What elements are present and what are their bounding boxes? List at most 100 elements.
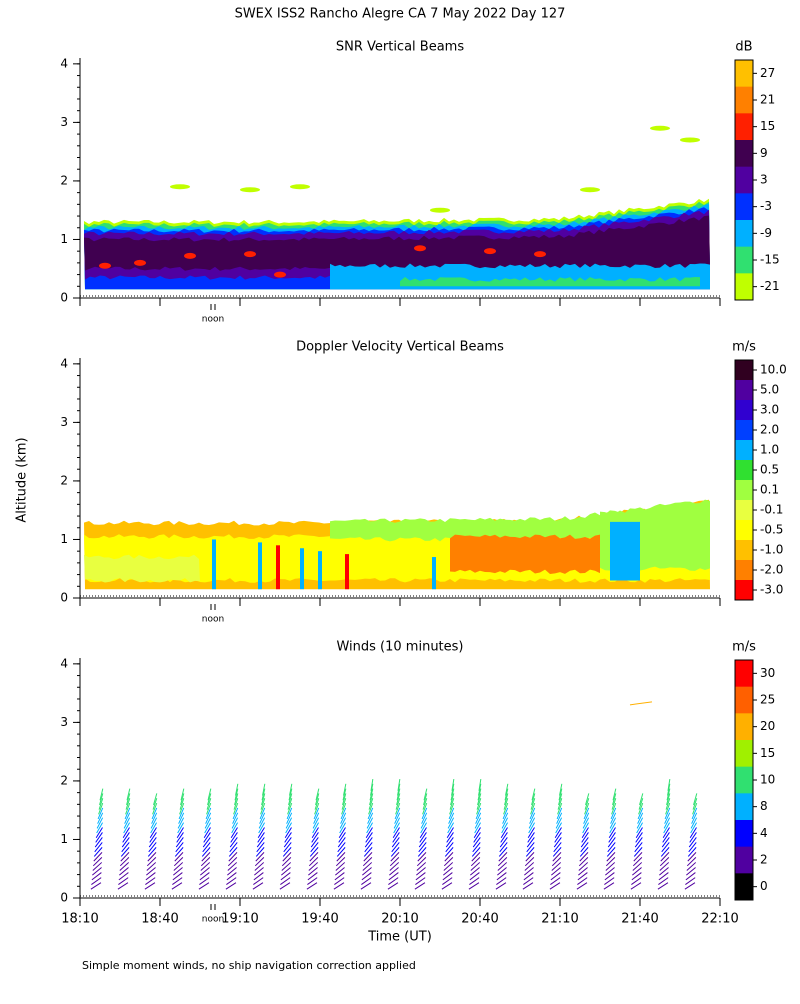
colorbar-label: -0.5 — [760, 523, 783, 537]
wind-barb — [284, 827, 292, 838]
wind-barb — [684, 882, 696, 890]
wind-barb — [396, 793, 401, 806]
wind-barb — [343, 783, 347, 796]
wind-barb — [559, 783, 563, 796]
wind-barb — [280, 872, 291, 881]
wind-barb — [691, 812, 698, 824]
wind-barb — [659, 857, 670, 867]
colorbar-label: 15 — [760, 746, 775, 760]
wind-barb — [605, 857, 616, 867]
colorbar-segment — [735, 846, 753, 874]
wind-barb — [443, 862, 454, 871]
wind-barb — [505, 783, 509, 796]
wind-barb — [176, 827, 184, 838]
wind-barb — [336, 852, 346, 862]
x-axis-label: Time (UT) — [367, 930, 432, 945]
y-tick-label: 3 — [60, 415, 68, 429]
wind-barb — [365, 832, 373, 843]
wind-barb — [119, 862, 130, 871]
wind-barb — [199, 877, 210, 885]
wind-barb — [525, 852, 535, 862]
wind-barb — [98, 798, 104, 810]
wind-barb — [605, 867, 615, 876]
wind-barb — [126, 788, 131, 801]
colorbar-segment — [735, 560, 753, 581]
wind-barb — [120, 852, 130, 862]
colorbar-label: 2.0 — [760, 423, 779, 437]
wind-barb — [633, 847, 643, 857]
wind-barb — [119, 857, 130, 867]
wind-barb — [448, 807, 455, 820]
wind-barb — [576, 882, 588, 890]
colorbar-label: -3.0 — [760, 583, 783, 597]
wind-barb — [314, 802, 320, 815]
wind-barb — [92, 857, 103, 867]
wind-barb — [579, 852, 589, 862]
wind-barb — [634, 837, 643, 848]
wind-barb — [363, 852, 373, 862]
wind-barb — [531, 788, 536, 801]
wind-barb — [504, 793, 509, 806]
wind-barb — [474, 822, 482, 834]
colorbar-segment — [735, 193, 753, 221]
wind-barb — [202, 842, 211, 853]
wind-barb — [365, 827, 373, 838]
wind-barb — [389, 862, 400, 871]
wind-barb — [147, 847, 157, 857]
wind-barb — [123, 817, 131, 829]
wind-barb — [526, 837, 535, 848]
wind-barb — [175, 837, 184, 848]
wind-barb — [685, 872, 696, 881]
wind-barb — [422, 802, 428, 815]
wind-barb — [665, 802, 671, 815]
wind-barb — [173, 857, 184, 867]
wind-barb — [279, 882, 291, 890]
wind-barb — [308, 862, 319, 871]
y-tick-label: 4 — [60, 56, 68, 70]
wind-barb — [286, 812, 293, 824]
wind-barb — [152, 802, 158, 815]
wind-barb — [610, 812, 617, 824]
wind-barb — [607, 842, 616, 853]
wind-barb — [638, 802, 644, 815]
wind-barb — [283, 842, 292, 853]
wind-barb — [335, 862, 346, 871]
wind-barb — [95, 827, 103, 838]
field-spot — [650, 125, 670, 131]
wind-barb — [553, 842, 562, 853]
wind-barb — [334, 877, 345, 885]
colorbar-frame — [734, 359, 754, 601]
wind-barb — [281, 867, 291, 876]
wind-barb — [360, 882, 372, 890]
wind-barb — [338, 827, 346, 838]
wind-barb — [257, 832, 265, 843]
wind-barb — [392, 832, 400, 843]
wind-barb — [685, 877, 696, 885]
wind-barb — [476, 798, 482, 810]
wind-barb — [496, 872, 507, 881]
wind-barb — [150, 822, 158, 834]
wind-barb — [498, 847, 508, 857]
x-tick-label: 20:10 — [381, 912, 418, 927]
y-axis-label: Altitude (km) — [15, 437, 30, 522]
wind-barb — [503, 798, 509, 810]
wind-barb — [206, 802, 212, 815]
wind-barb — [630, 882, 642, 890]
wind-barb — [337, 842, 346, 853]
wind-barb — [496, 877, 507, 885]
wind-barb — [691, 807, 698, 820]
x-tick-label: 18:40 — [141, 912, 178, 927]
colorbar-segment — [735, 86, 753, 114]
wind-barb — [661, 842, 670, 853]
field-region — [84, 215, 710, 272]
wind-barb — [172, 872, 183, 881]
wind-barb — [470, 857, 481, 867]
colorbar-label: 30 — [760, 666, 775, 680]
wind-barb — [172, 877, 183, 885]
wind-barb — [558, 793, 563, 806]
wind-barb — [204, 817, 212, 829]
wind-barb — [530, 802, 536, 815]
wind-barb — [666, 788, 671, 801]
wind-barb — [93, 852, 103, 862]
field-streak — [212, 539, 216, 590]
